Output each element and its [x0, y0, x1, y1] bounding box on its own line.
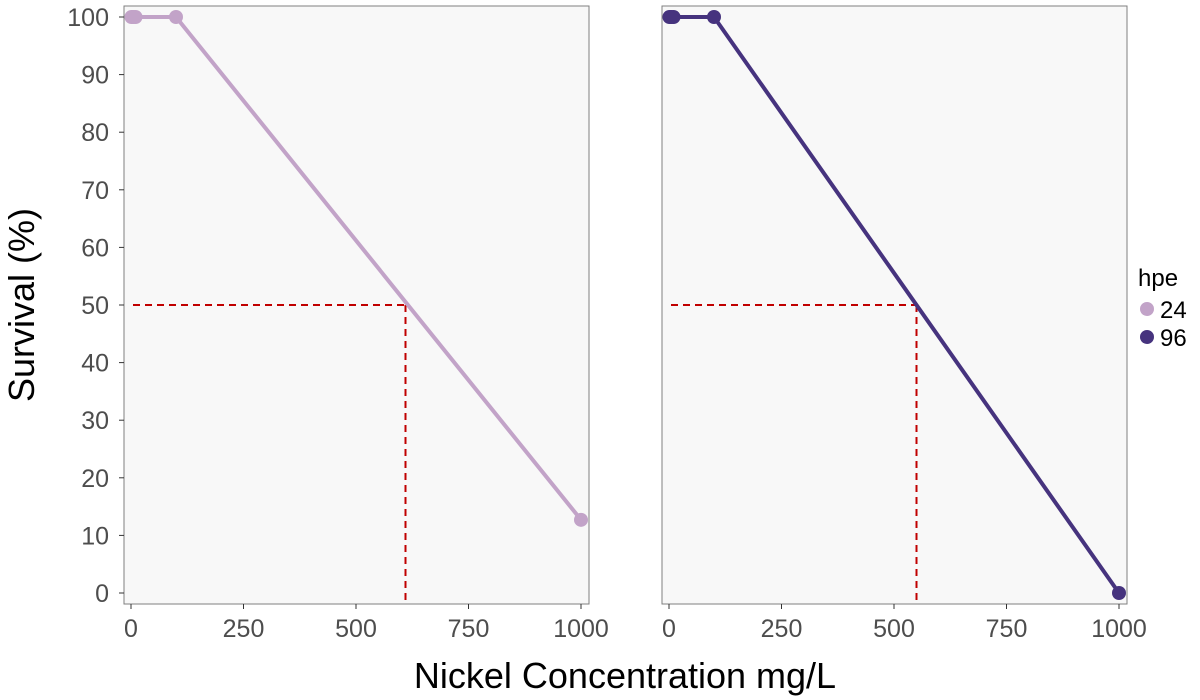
x-tick-label: 250 [761, 615, 803, 643]
y-tick-label: 70 [81, 177, 109, 205]
y-tick-label: 30 [81, 407, 109, 435]
panel-96: 0 250 500 750 1000 [661, 5, 1147, 643]
y-tick-label: 90 [81, 62, 109, 90]
y-tick-label: 20 [81, 465, 109, 493]
data-point [128, 10, 143, 24]
x-tick-label: 500 [335, 615, 377, 643]
y-tick-label: 50 [81, 292, 109, 320]
x-tick-label: 500 [873, 615, 915, 643]
data-point [169, 10, 183, 24]
legend-key-24 [1140, 302, 1154, 316]
data-point [574, 512, 588, 527]
y-tick-label: 100 [67, 4, 109, 32]
panel-background [123, 5, 590, 605]
y-tick-label: 80 [81, 119, 109, 147]
x-tick-label: 0 [662, 615, 676, 643]
legend-label-96: 96 [1160, 325, 1187, 352]
x-tick-label: 1000 [1091, 615, 1147, 643]
data-point [666, 10, 681, 24]
y-tick-label: 0 [95, 580, 109, 608]
x-axis-title-group: Nickel Concentration mg/L [414, 655, 836, 696]
data-point [707, 10, 721, 24]
y-axis-title-group: Survival (%) [1, 208, 42, 402]
legend-title: hpe [1138, 265, 1178, 292]
y-tick-label: 60 [81, 234, 109, 262]
data-point [1112, 586, 1126, 600]
x-tick-label: 250 [223, 615, 265, 643]
legend: hpe 24 96 [1138, 265, 1187, 352]
legend-label-24: 24 [1160, 297, 1187, 324]
panel-background [661, 5, 1128, 605]
x-tick-label: 0 [124, 615, 138, 643]
panel-24: 0 250 500 750 1000 0 10 20 30 40 50 60 70 80 90 100 [67, 4, 609, 643]
y-tick-label: 10 [81, 522, 109, 550]
x-tick-label: 1000 [553, 615, 609, 643]
x-tick-label: 750 [986, 615, 1028, 643]
y-axis-title: Survival (%) [1, 208, 42, 402]
x-axis-title: Nickel Concentration mg/L [414, 655, 836, 696]
y-tick-label: 40 [81, 350, 109, 378]
legend-key-96 [1140, 330, 1154, 344]
x-tick-label: 750 [448, 615, 490, 643]
